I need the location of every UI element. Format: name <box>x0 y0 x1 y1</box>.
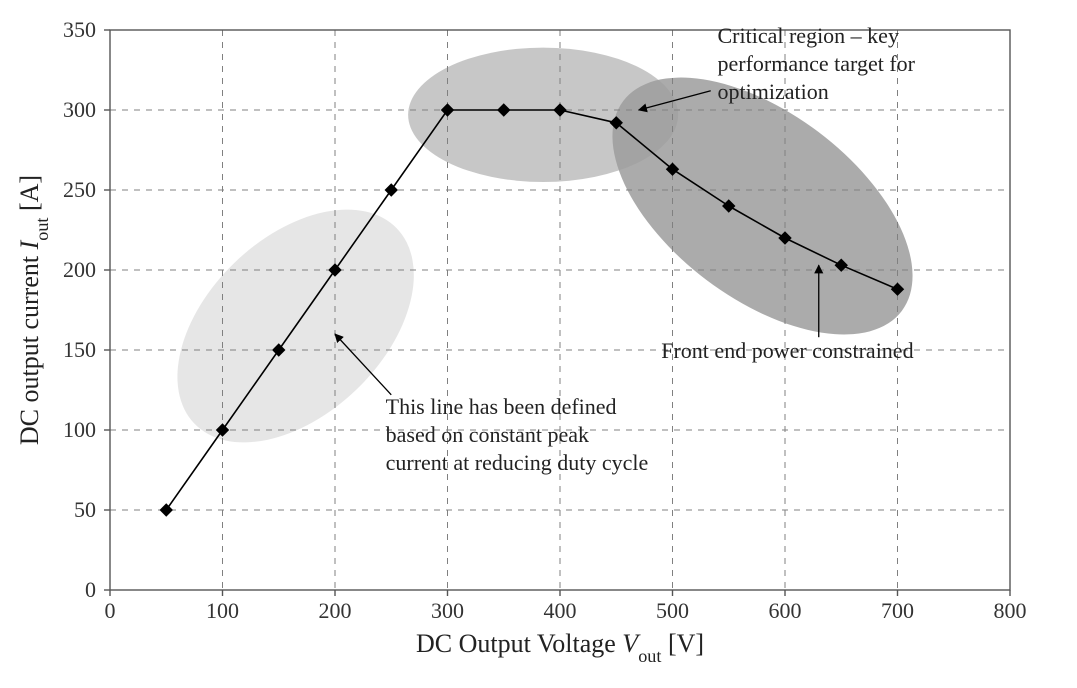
y-tick-label: 50 <box>74 497 96 522</box>
annotation-text-front-end-power: Front end power constrained <box>661 338 913 363</box>
x-tick-label: 500 <box>656 598 689 623</box>
chart-container: 0 100 200 300 400 500 600 700 800 0 50 100 150 200 250… <box>0 0 1077 688</box>
x-tick-label: 100 <box>206 598 239 623</box>
annotation-text-critical-region: performance target for <box>718 51 916 76</box>
x-tick-label: 400 <box>544 598 577 623</box>
annotation-text-critical-region: Critical region – key <box>718 23 899 48</box>
y-tick-label: 250 <box>63 177 96 202</box>
y-tick-label: 150 <box>63 337 96 362</box>
x-tick-label: 600 <box>769 598 802 623</box>
x-tick-label: 300 <box>431 598 464 623</box>
annotation-text-constant-peak-current: based on constant peak <box>386 422 589 447</box>
y-tick-label: 200 <box>63 257 96 282</box>
y-tick-label: 300 <box>63 97 96 122</box>
x-tick-label: 0 <box>105 598 116 623</box>
y-tick-label: 100 <box>63 417 96 442</box>
x-tick-label: 200 <box>319 598 352 623</box>
annotation-text-critical-region: optimization <box>718 79 829 104</box>
x-tick-label: 800 <box>994 598 1027 623</box>
y-tick-label: 350 <box>63 17 96 42</box>
y-tick-label: 0 <box>85 577 96 602</box>
iv-chart: 0 100 200 300 400 500 600 700 800 0 50 100 150 200 250… <box>0 0 1077 688</box>
annotation-text-constant-peak-current: This line has been defined <box>386 394 617 419</box>
x-tick-label: 700 <box>881 598 914 623</box>
annotation-text-constant-peak-current: current at reducing duty cycle <box>386 450 649 475</box>
